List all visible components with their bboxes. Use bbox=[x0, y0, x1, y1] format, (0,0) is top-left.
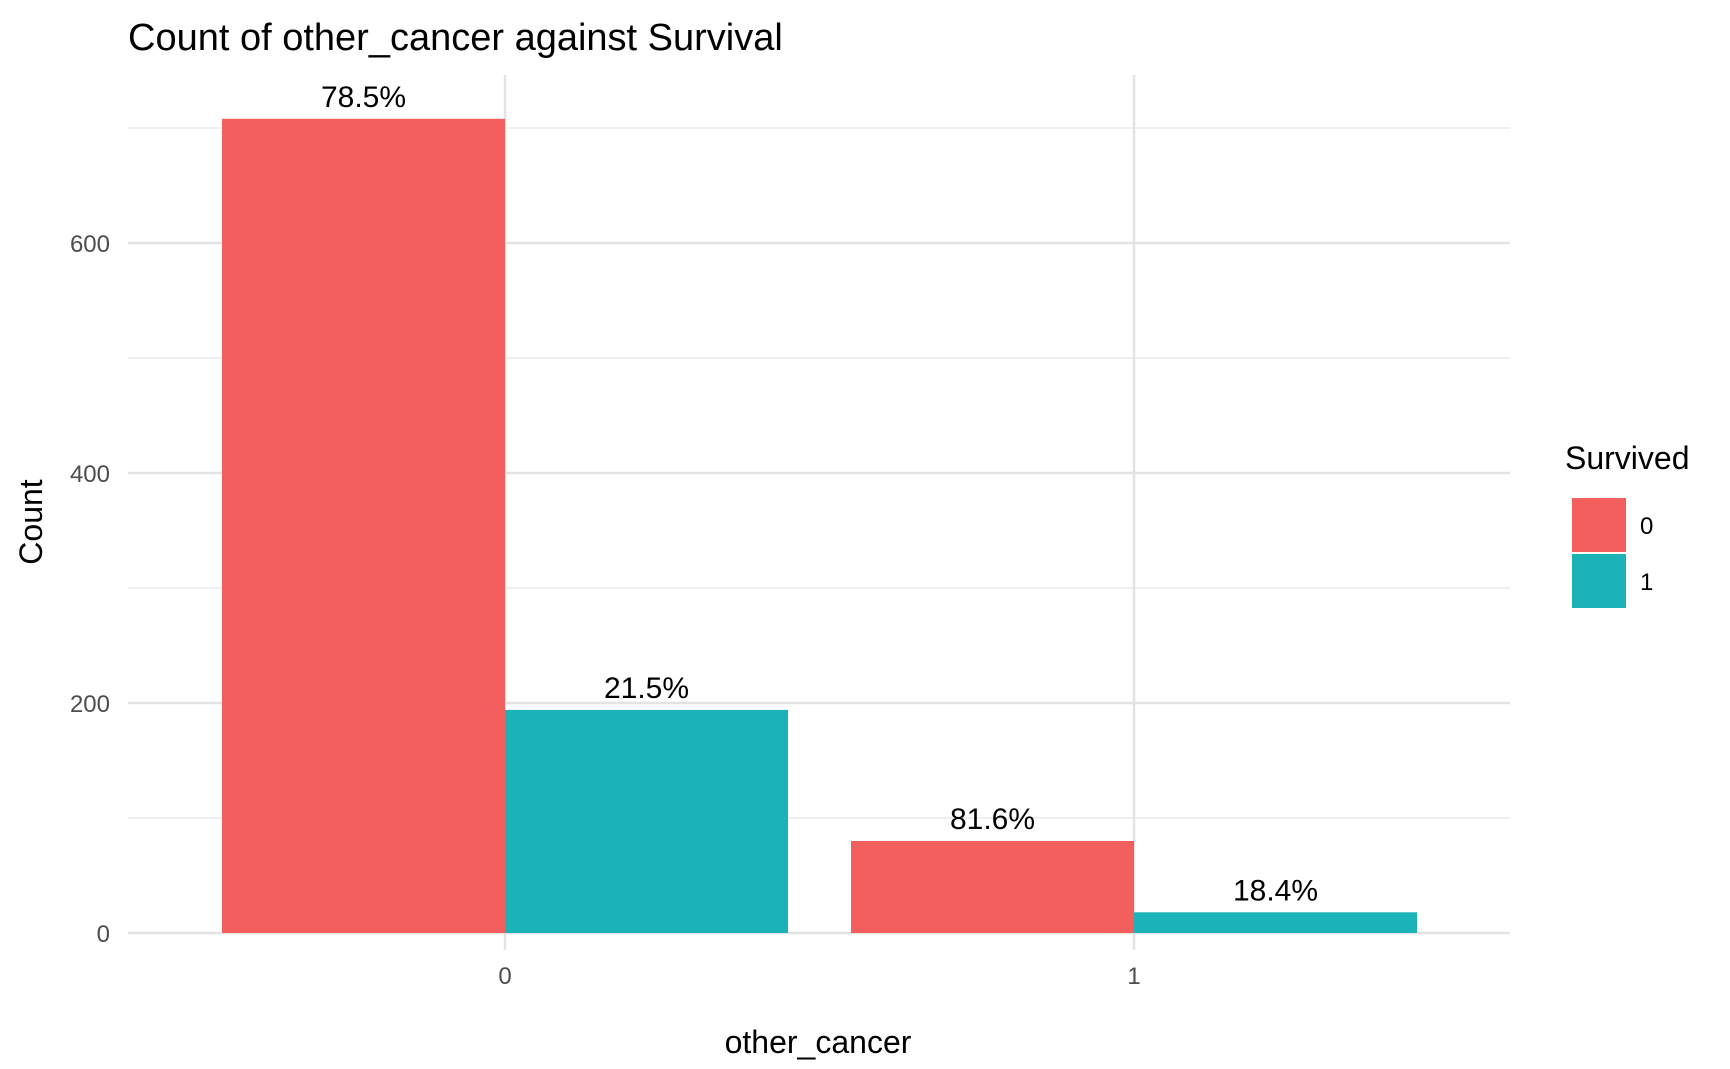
bar bbox=[1134, 912, 1417, 933]
legend-label: 0 bbox=[1640, 513, 1653, 540]
x-tick-label: 1 bbox=[1127, 963, 1140, 990]
y-tick-label: 600 bbox=[70, 231, 110, 258]
bars bbox=[222, 118, 1417, 934]
legend-key bbox=[1572, 498, 1626, 552]
legend-label: 1 bbox=[1640, 569, 1653, 596]
data-label: 18.4% bbox=[1233, 874, 1318, 907]
bar bbox=[505, 709, 788, 933]
legend: Survived 01 bbox=[1565, 440, 1690, 608]
x-tick-label: 0 bbox=[498, 963, 511, 990]
bar bbox=[851, 841, 1134, 933]
y-tick-label: 200 bbox=[70, 691, 110, 718]
x-axis-title: other_cancer bbox=[725, 1024, 912, 1060]
chart-title: Count of other_cancer against Survival bbox=[128, 17, 783, 59]
data-label: 81.6% bbox=[950, 803, 1035, 836]
y-axis-title: Count bbox=[13, 479, 49, 565]
y-axis-ticks: 0 200 400 600 bbox=[70, 231, 110, 948]
bar-value-labels: 78.5% 21.5% 81.6% 18.4% bbox=[321, 81, 1318, 907]
data-label: 21.5% bbox=[604, 672, 689, 705]
y-tick-label: 0 bbox=[97, 921, 110, 948]
legend-items: 01 bbox=[1572, 498, 1653, 608]
legend-title: Survived bbox=[1565, 440, 1690, 476]
data-label: 78.5% bbox=[321, 81, 406, 114]
y-tick-label: 400 bbox=[70, 461, 110, 488]
bar bbox=[222, 118, 505, 934]
legend-key bbox=[1572, 554, 1626, 608]
